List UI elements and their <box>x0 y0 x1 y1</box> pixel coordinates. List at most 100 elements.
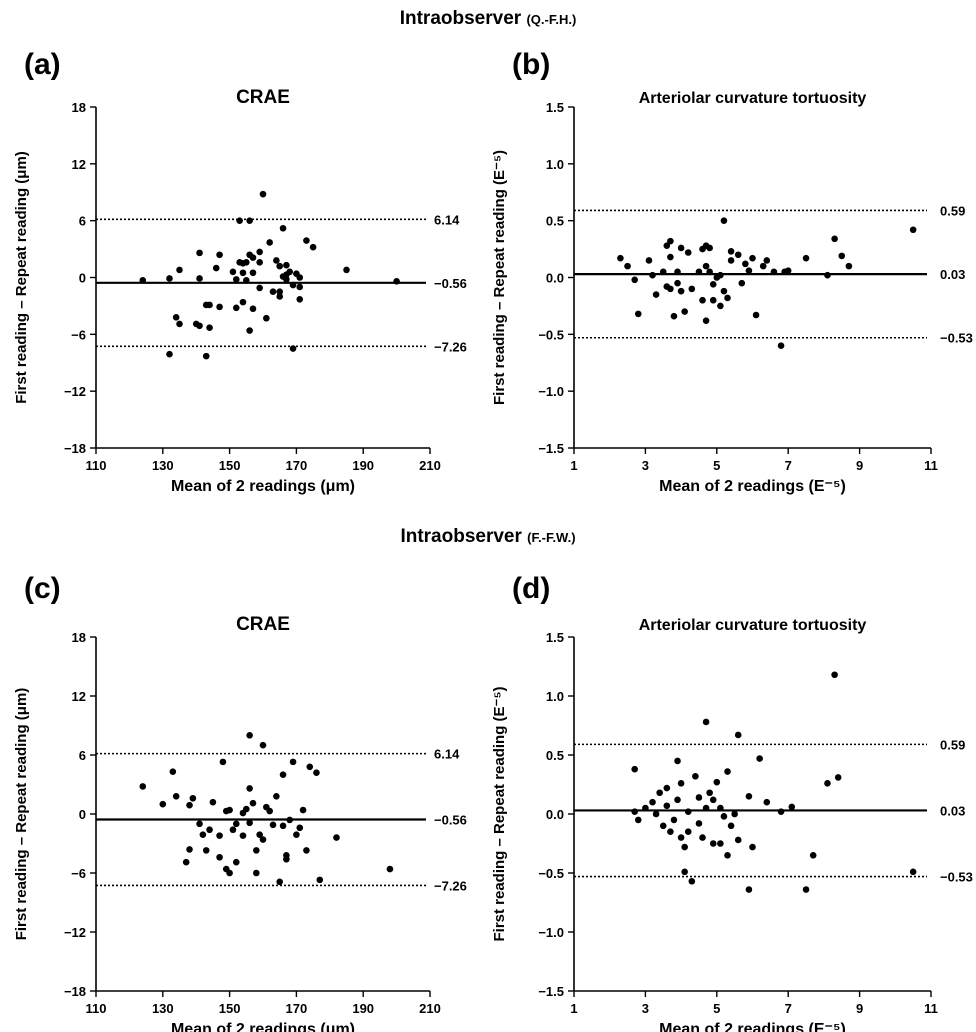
data-point <box>706 244 713 252</box>
data-point <box>677 780 685 787</box>
data-point <box>289 281 297 289</box>
data-point <box>139 277 147 284</box>
data-point <box>232 858 240 866</box>
x-tick-label: 5 <box>713 1001 720 1016</box>
section-title-bottom: Intraobserver (F.-F.W.) <box>0 526 976 548</box>
data-point <box>663 802 671 810</box>
data-point <box>674 279 681 287</box>
data-point <box>246 819 253 827</box>
data-point <box>333 834 340 841</box>
reference-line-label: −0.56 <box>434 813 467 828</box>
data-point <box>249 269 257 277</box>
data-point <box>674 796 681 804</box>
x-tick-label: 190 <box>352 458 374 473</box>
data-point <box>674 757 681 765</box>
data-point <box>199 831 207 838</box>
data-point <box>279 771 287 778</box>
data-point <box>283 855 290 863</box>
data-point <box>699 296 706 304</box>
x-tick-label: 110 <box>86 458 107 473</box>
reference-line-label: −0.53 <box>940 870 973 885</box>
data-point <box>176 320 183 328</box>
x-tick-label: 170 <box>286 458 308 473</box>
data-point <box>695 268 703 276</box>
data-point <box>263 314 270 322</box>
panel-letter-c: (c) <box>24 572 61 605</box>
data-point <box>266 239 273 246</box>
data-point <box>645 257 653 264</box>
y-tick-label: 12 <box>72 157 86 172</box>
data-point <box>169 768 177 776</box>
data-point <box>243 277 250 284</box>
data-point <box>824 271 831 279</box>
data-point <box>266 807 273 815</box>
data-point <box>617 254 624 262</box>
data-point <box>232 820 240 828</box>
data-point <box>667 285 674 293</box>
reference-line-label: 0.59 <box>940 737 965 752</box>
y-tick-label: 6 <box>79 214 86 229</box>
data-point <box>159 800 167 808</box>
data-point <box>279 224 287 232</box>
section-title-main: Intraobserver <box>399 8 522 29</box>
data-point <box>652 291 660 298</box>
reference-line-label: −0.53 <box>940 331 973 346</box>
data-point <box>688 285 696 293</box>
data-point <box>677 287 685 295</box>
y-tick-label: 1.5 <box>546 630 564 645</box>
data-point <box>706 789 713 797</box>
data-point <box>276 293 284 300</box>
data-point <box>206 826 213 834</box>
data-point <box>286 816 294 824</box>
data-point <box>702 804 710 812</box>
x-tick-label: 1 <box>570 1001 577 1016</box>
x-tick-label: 190 <box>352 1001 374 1016</box>
data-point <box>838 252 846 260</box>
data-point <box>273 793 280 800</box>
data-point <box>393 277 400 285</box>
data-point <box>226 806 233 814</box>
reference-line-label: 0.03 <box>940 803 965 818</box>
data-point <box>232 304 240 312</box>
chart-title: Arteriolar curvature tortuosity <box>639 617 867 634</box>
data-point <box>232 276 240 283</box>
data-point <box>219 758 227 766</box>
data-point <box>677 244 685 252</box>
data-point <box>243 805 250 813</box>
data-point <box>695 794 703 801</box>
data-point <box>246 217 253 224</box>
y-tick-label: −18 <box>64 984 86 999</box>
data-point <box>172 313 180 321</box>
x-tick-label: 130 <box>152 458 174 473</box>
y-tick-label: −6 <box>71 866 86 881</box>
data-point <box>784 267 792 274</box>
section-title-top: Intraobserver (Q.-F.H.) <box>0 8 976 30</box>
data-point <box>269 821 277 829</box>
data-point <box>731 810 738 818</box>
data-point <box>702 317 710 324</box>
data-point <box>742 260 749 268</box>
data-point <box>692 772 699 780</box>
data-point <box>186 846 193 853</box>
data-point <box>166 350 173 358</box>
y-tick-label: 0.0 <box>546 807 564 822</box>
data-point <box>659 268 667 276</box>
data-point <box>649 271 656 279</box>
data-point <box>727 257 735 264</box>
data-point <box>824 780 831 787</box>
data-point <box>239 269 247 277</box>
data-point <box>206 324 213 332</box>
data-point <box>256 284 263 292</box>
data-point <box>256 248 263 256</box>
data-point <box>717 302 724 310</box>
panel-letter-b: (b) <box>512 48 551 81</box>
data-point <box>788 803 796 811</box>
data-point <box>642 804 649 812</box>
x-tick-label: 11 <box>924 458 938 473</box>
data-point <box>296 283 304 291</box>
data-point <box>663 784 671 792</box>
data-point <box>659 822 667 830</box>
data-point <box>343 266 350 274</box>
data-point <box>176 266 183 274</box>
y-tick-label: 0.5 <box>546 748 564 763</box>
